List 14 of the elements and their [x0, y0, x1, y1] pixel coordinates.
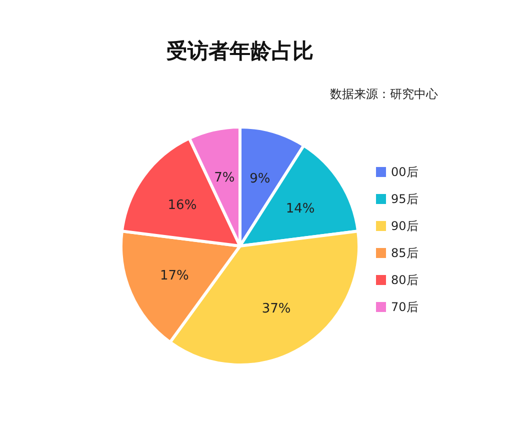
data-label: 37% — [262, 301, 291, 316]
legend-label: 70后 — [391, 300, 418, 314]
data-label: 17% — [160, 268, 189, 284]
legend-label: 85后 — [391, 246, 418, 260]
source-note: 数据来源：研究中心 — [330, 87, 438, 101]
legend-label: 80后 — [391, 273, 418, 287]
data-label: 16% — [168, 198, 197, 214]
legend-label: 95后 — [391, 192, 418, 206]
data-label: 9% — [250, 171, 270, 186]
legend-label: 90后 — [391, 219, 418, 233]
data-label: 7% — [214, 170, 235, 186]
chart-title: 受访者年龄占比 — [166, 39, 314, 63]
legend-label: 00后 — [391, 165, 418, 179]
data-label: 14% — [286, 202, 315, 217]
